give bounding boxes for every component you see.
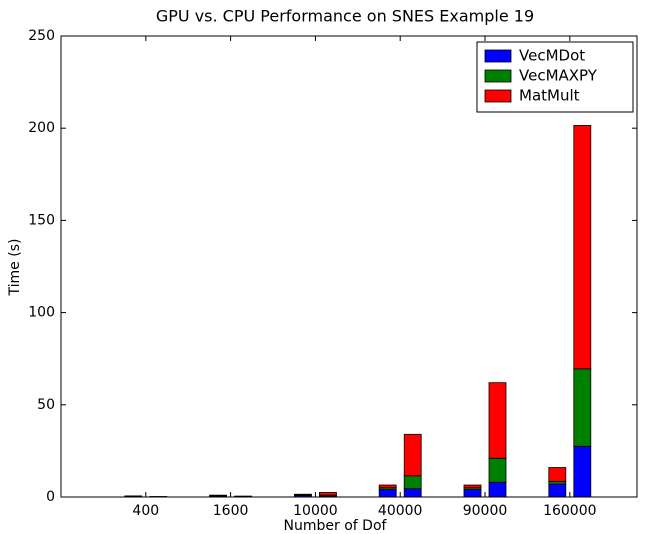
bar-segment xyxy=(403,488,422,498)
x-tick-label: 10000 xyxy=(293,503,338,519)
bar-segment xyxy=(573,125,592,370)
bar-segment xyxy=(403,433,422,477)
bar-segment xyxy=(548,480,567,485)
y-tick-label: 150 xyxy=(28,212,55,228)
x-tick-label: 160000 xyxy=(543,503,596,519)
bar-segment xyxy=(548,483,567,498)
bar-segment xyxy=(378,489,397,498)
bar-segment xyxy=(573,445,592,498)
legend-label: MatMult xyxy=(519,87,580,105)
plot-frame xyxy=(60,35,638,498)
bar-segment xyxy=(403,475,422,490)
bar-segment xyxy=(318,491,337,496)
legend-swatch xyxy=(484,49,512,63)
legend-swatch xyxy=(484,69,512,83)
bar-segment xyxy=(488,382,507,459)
y-tick-label: 250 xyxy=(28,28,55,44)
x-axis-label: Number of Dof xyxy=(284,518,388,534)
x-tick-label: 40000 xyxy=(378,503,423,519)
chart-title: GPU vs. CPU Performance on SNES Example … xyxy=(156,7,534,26)
x-tick-label: 1600 xyxy=(213,503,249,519)
y-axis-label: Time (s) xyxy=(7,239,23,297)
bar-segment xyxy=(209,494,228,497)
x-tick-label: 400 xyxy=(132,503,159,519)
bar-segment xyxy=(548,467,567,482)
bar-segment xyxy=(488,481,507,498)
bar-segment xyxy=(378,484,397,489)
bar-segment xyxy=(573,368,592,447)
bar-segment xyxy=(463,484,482,489)
bar-segment xyxy=(293,493,312,496)
legend-label: VecMAXPY xyxy=(519,67,598,85)
x-tick-label: 90000 xyxy=(463,503,508,519)
bar-segment xyxy=(463,489,482,498)
y-tick-label: 100 xyxy=(28,305,55,321)
y-tick-label: 0 xyxy=(46,489,55,505)
bar-segment xyxy=(488,457,507,483)
legend-swatch xyxy=(484,89,512,103)
y-tick-label: 200 xyxy=(28,120,55,136)
y-tick-label: 50 xyxy=(37,397,55,413)
legend-label: VecMDot xyxy=(519,47,585,65)
